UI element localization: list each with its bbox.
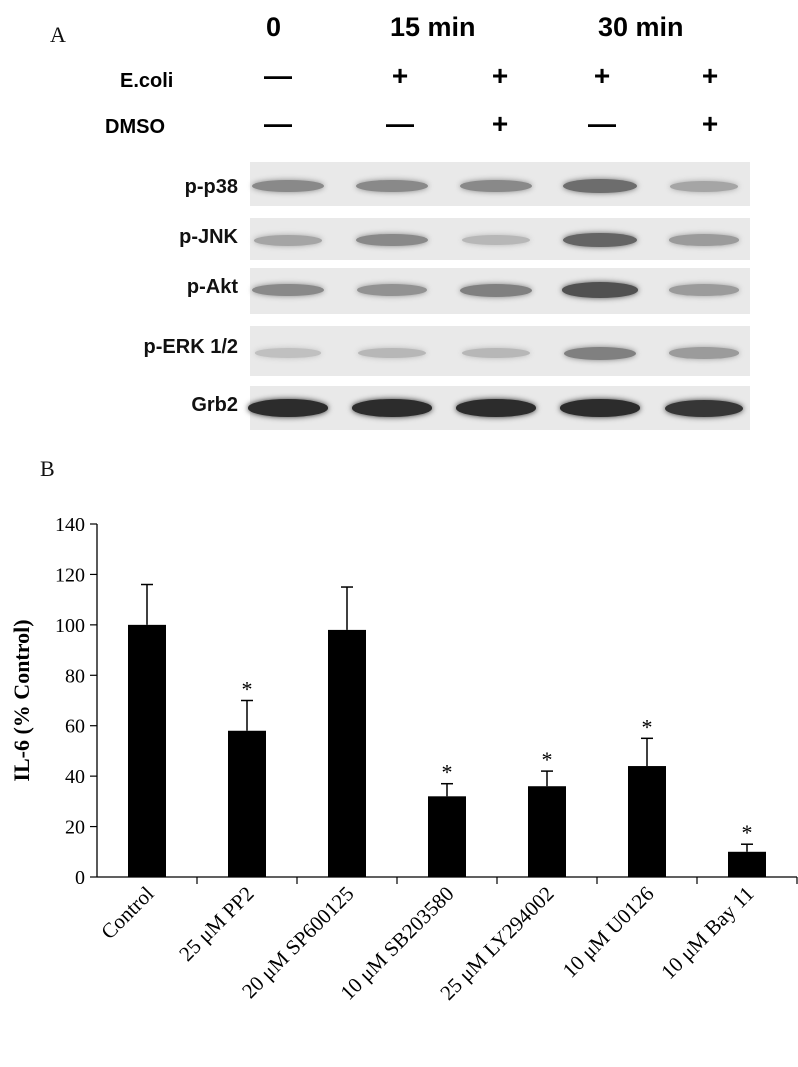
band-p-erk-lane-3 xyxy=(462,348,530,358)
y-tick-label: 80 xyxy=(65,665,85,687)
y-tick-label: 100 xyxy=(55,615,85,637)
band-p-akt-lane-1 xyxy=(252,283,324,297)
ecoli-sign-lane-4: + xyxy=(593,60,611,91)
significance-marker: * xyxy=(442,760,453,785)
significance-marker: * xyxy=(242,677,253,702)
x-tick-label: 10 μM U0126 xyxy=(558,882,659,983)
blot-label-p-akt: p-Akt xyxy=(186,276,238,298)
band-p-akt-lane-4 xyxy=(562,282,638,298)
band-p-p38-lane-1 xyxy=(252,179,324,193)
ecoli-sign-lane-5: + xyxy=(701,60,719,91)
band-p-p38-lane-2 xyxy=(356,179,428,193)
band-grb2-lane-2 xyxy=(352,399,432,417)
y-tick-label: 20 xyxy=(65,817,85,839)
dmso-sign-lane-3: + xyxy=(491,108,509,139)
treatment-label-ecoli: E.coli xyxy=(120,70,174,92)
band-grb2-lane-4 xyxy=(560,399,640,417)
band-p-erk-lane-5 xyxy=(669,347,739,359)
band-p-p38-lane-5 xyxy=(669,180,739,192)
significance-marker: * xyxy=(542,747,553,772)
bar xyxy=(528,786,566,877)
time-label-30: 30 min xyxy=(598,12,684,42)
bar xyxy=(428,796,466,877)
band-p-jnk-lane-4 xyxy=(562,232,638,248)
y-tick-label: 140 xyxy=(55,514,85,536)
ecoli-sign-lane-2: + xyxy=(391,60,409,91)
band-p-akt-lane-3 xyxy=(460,283,532,297)
band-p-erk-lane-2 xyxy=(358,348,426,358)
bar xyxy=(728,851,766,877)
ecoli-sign-lane-3: + xyxy=(491,60,509,91)
band-p-akt-lane-5 xyxy=(669,284,739,296)
treatment-label-dmso: DMSO xyxy=(105,116,165,138)
y-axis-title: IL-6 (% Control) xyxy=(9,619,34,781)
band-p-erk-lane-4 xyxy=(564,346,636,360)
blot-label-p-p38: p-p38 xyxy=(184,176,238,198)
band-p-p38-lane-3 xyxy=(460,179,532,193)
band-p-erk-lane-1 xyxy=(254,348,322,358)
panel-b-label: B xyxy=(40,456,55,481)
blot-label-p-erk: p-ERK 1/2 xyxy=(143,336,238,358)
band-grb2-lane-1 xyxy=(248,399,328,417)
panel-a-label: A xyxy=(50,22,66,47)
x-tick-label: 10 μM Bay 11 xyxy=(656,882,758,984)
significance-marker: * xyxy=(742,820,753,845)
band-grb2-lane-3 xyxy=(456,399,536,417)
blot-label-grb2: Grb2 xyxy=(191,394,238,416)
time-label-15: 15 min xyxy=(390,12,476,42)
band-p-p38-lane-4 xyxy=(563,179,637,193)
bar xyxy=(228,730,266,877)
ecoli-sign-lane-1: — xyxy=(264,60,292,91)
bar xyxy=(128,624,166,877)
y-tick-label: 0 xyxy=(75,867,85,889)
band-p-jnk-lane-1 xyxy=(253,234,323,246)
dmso-sign-lane-5: + xyxy=(701,108,719,139)
il6-bar-chart: 0 20 40 60 80 100 120 140 IL-6 (% Control) Contro… xyxy=(9,514,798,1005)
bar xyxy=(328,629,366,877)
significance-marker: * xyxy=(642,714,653,739)
x-tick-label: Control xyxy=(96,881,158,943)
y-tick-label: 60 xyxy=(65,716,85,738)
time-label-0: 0 xyxy=(266,12,282,42)
y-tick-label: 40 xyxy=(65,766,85,788)
dmso-sign-lane-2: — xyxy=(386,108,414,139)
x-tick-label: 25 μM PP2 xyxy=(174,882,258,966)
band-p-jnk-lane-5 xyxy=(669,234,739,246)
dmso-sign-lane-1: — xyxy=(264,108,292,139)
dmso-sign-lane-4: — xyxy=(588,108,616,139)
band-p-akt-lane-2 xyxy=(356,284,428,296)
y-tick-label: 120 xyxy=(55,564,85,586)
band-p-jnk-lane-3 xyxy=(462,235,530,245)
band-grb2-lane-5 xyxy=(664,399,744,417)
band-p-jnk-lane-2 xyxy=(356,233,428,247)
blot-label-p-jnk: p-JNK xyxy=(179,226,238,248)
bar xyxy=(628,766,666,877)
